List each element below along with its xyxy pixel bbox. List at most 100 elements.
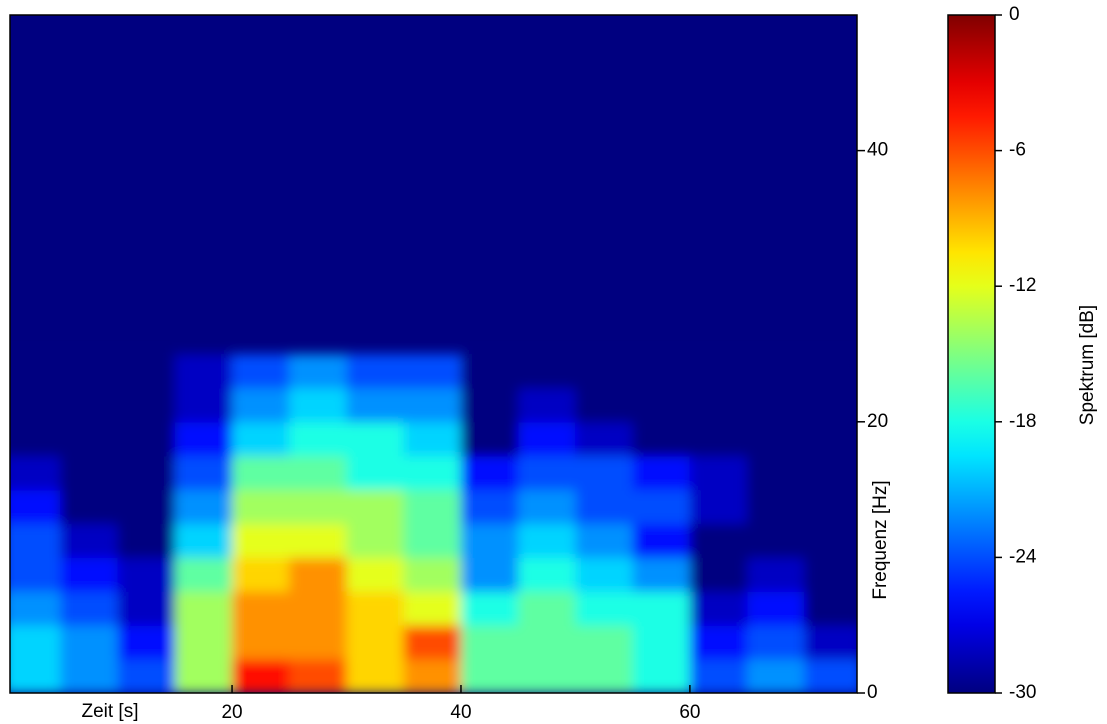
heatmap-cell (518, 387, 576, 423)
heatmap-cell (289, 523, 348, 558)
heatmap-cell (60, 523, 119, 558)
heatmap-cell (289, 387, 348, 423)
y-tick-label: 20 (867, 411, 888, 432)
heatmap-cell (346, 523, 405, 558)
colorbar-label: Spektrum [dB] (1077, 305, 1098, 425)
heatmap-cell (232, 557, 290, 592)
heatmap-cell (747, 557, 805, 592)
heatmap-cell (747, 625, 805, 660)
heatmap-cell (632, 489, 691, 524)
heatmap-cell (60, 455, 119, 491)
heatmap-cell (346, 659, 405, 693)
heatmap-cell (747, 387, 805, 423)
heatmap-cell (403, 421, 462, 457)
heatmap-cell (117, 455, 176, 491)
heatmap-cell (346, 354, 405, 389)
heatmap-cell (403, 489, 462, 524)
heatmap-cell (804, 421, 857, 457)
heatmap-cell (632, 523, 691, 558)
heatmap-cell (117, 421, 176, 457)
heatmap-cell (460, 455, 519, 491)
heatmap-cell (632, 387, 691, 423)
heatmap-cell (575, 523, 634, 558)
heatmap-cell (518, 557, 576, 592)
heatmap-cells (10, 354, 857, 693)
heatmap-cell (575, 421, 634, 457)
heatmap-cell (346, 421, 405, 457)
heatmap-cell (632, 354, 691, 389)
heatmap-cell (575, 455, 634, 491)
heatmap-cell (518, 591, 576, 626)
heatmap-cell (575, 387, 634, 423)
heatmap-cell (10, 659, 61, 693)
heatmap-cell (60, 421, 119, 457)
heatmap-cell (632, 625, 691, 660)
heatmap-cell (403, 557, 462, 592)
y-tick-label: 40 (867, 140, 888, 161)
colorbar (947, 14, 996, 694)
x-axis-label: Zeit [s] (81, 701, 138, 722)
colorbar-tick-label: -12 (1009, 275, 1036, 296)
heatmap-cell (575, 591, 634, 626)
heatmap-cell (689, 354, 748, 389)
heatmap-cell (403, 625, 462, 660)
heatmap-cell (346, 455, 405, 491)
heatmap-cell (117, 387, 176, 423)
heatmap-cell (804, 387, 857, 423)
heatmap-cell (460, 557, 519, 592)
heatmap-cell (804, 354, 857, 389)
heatmap-cell (689, 421, 748, 457)
heatmap-cell (747, 489, 805, 524)
heatmap-cell (117, 523, 176, 558)
heatmap-cell (174, 421, 233, 457)
heatmap-cell (117, 557, 176, 592)
heatmap-cell (10, 387, 61, 423)
heatmap-cell (174, 557, 233, 592)
heatmap-cell (10, 354, 61, 389)
heatmap-cell (117, 591, 176, 626)
heatmap-cell (232, 455, 290, 491)
heatmap-cell (689, 659, 748, 693)
heatmap-cell (460, 489, 519, 524)
y-tick-label: 0 (867, 682, 878, 703)
heatmap-cell (575, 659, 634, 693)
heatmap-cell (117, 625, 176, 660)
heatmap-cell (747, 455, 805, 491)
heatmap-cell (689, 387, 748, 423)
colorbar-tick-label: -24 (1009, 546, 1037, 567)
heatmap-cell (460, 354, 519, 389)
heatmap-cell (460, 387, 519, 423)
heatmap-cell (575, 625, 634, 660)
heatmap-cell (689, 557, 748, 592)
heatmap-cell (232, 489, 290, 524)
heatmap-cell (804, 659, 857, 693)
heatmap-cell (117, 354, 176, 389)
colorbar-tick-label: 0 (1009, 4, 1020, 25)
heatmap-cell (403, 387, 462, 423)
heatmap-cell (10, 557, 61, 592)
heatmap-cell (289, 489, 348, 524)
heatmap-cell (804, 455, 857, 491)
heatmap-cell (460, 659, 519, 693)
heatmap-cell (632, 557, 691, 592)
heatmap-cell (232, 354, 290, 389)
heatmap-cell (174, 455, 233, 491)
heatmap-cell (346, 557, 405, 592)
heatmap-cell (10, 523, 61, 558)
x-tick-label: 20 (221, 702, 242, 723)
heatmap-cell (689, 455, 748, 491)
heatmap-cell (632, 421, 691, 457)
heatmap-cell (10, 421, 61, 457)
heatmap-cell (232, 659, 290, 693)
heatmap-cell (174, 591, 233, 626)
heatmap-cell (747, 354, 805, 389)
heatmap-cell (804, 557, 857, 592)
heatmap-cell (804, 523, 857, 558)
y-axis-label: Frequenz [Hz] (870, 480, 891, 599)
heatmap-cell (403, 591, 462, 626)
heatmap-cell (60, 557, 119, 592)
heatmap-cell (632, 659, 691, 693)
heatmap-cell (460, 421, 519, 457)
heatmap-cell (632, 591, 691, 626)
heatmap-cell (403, 523, 462, 558)
